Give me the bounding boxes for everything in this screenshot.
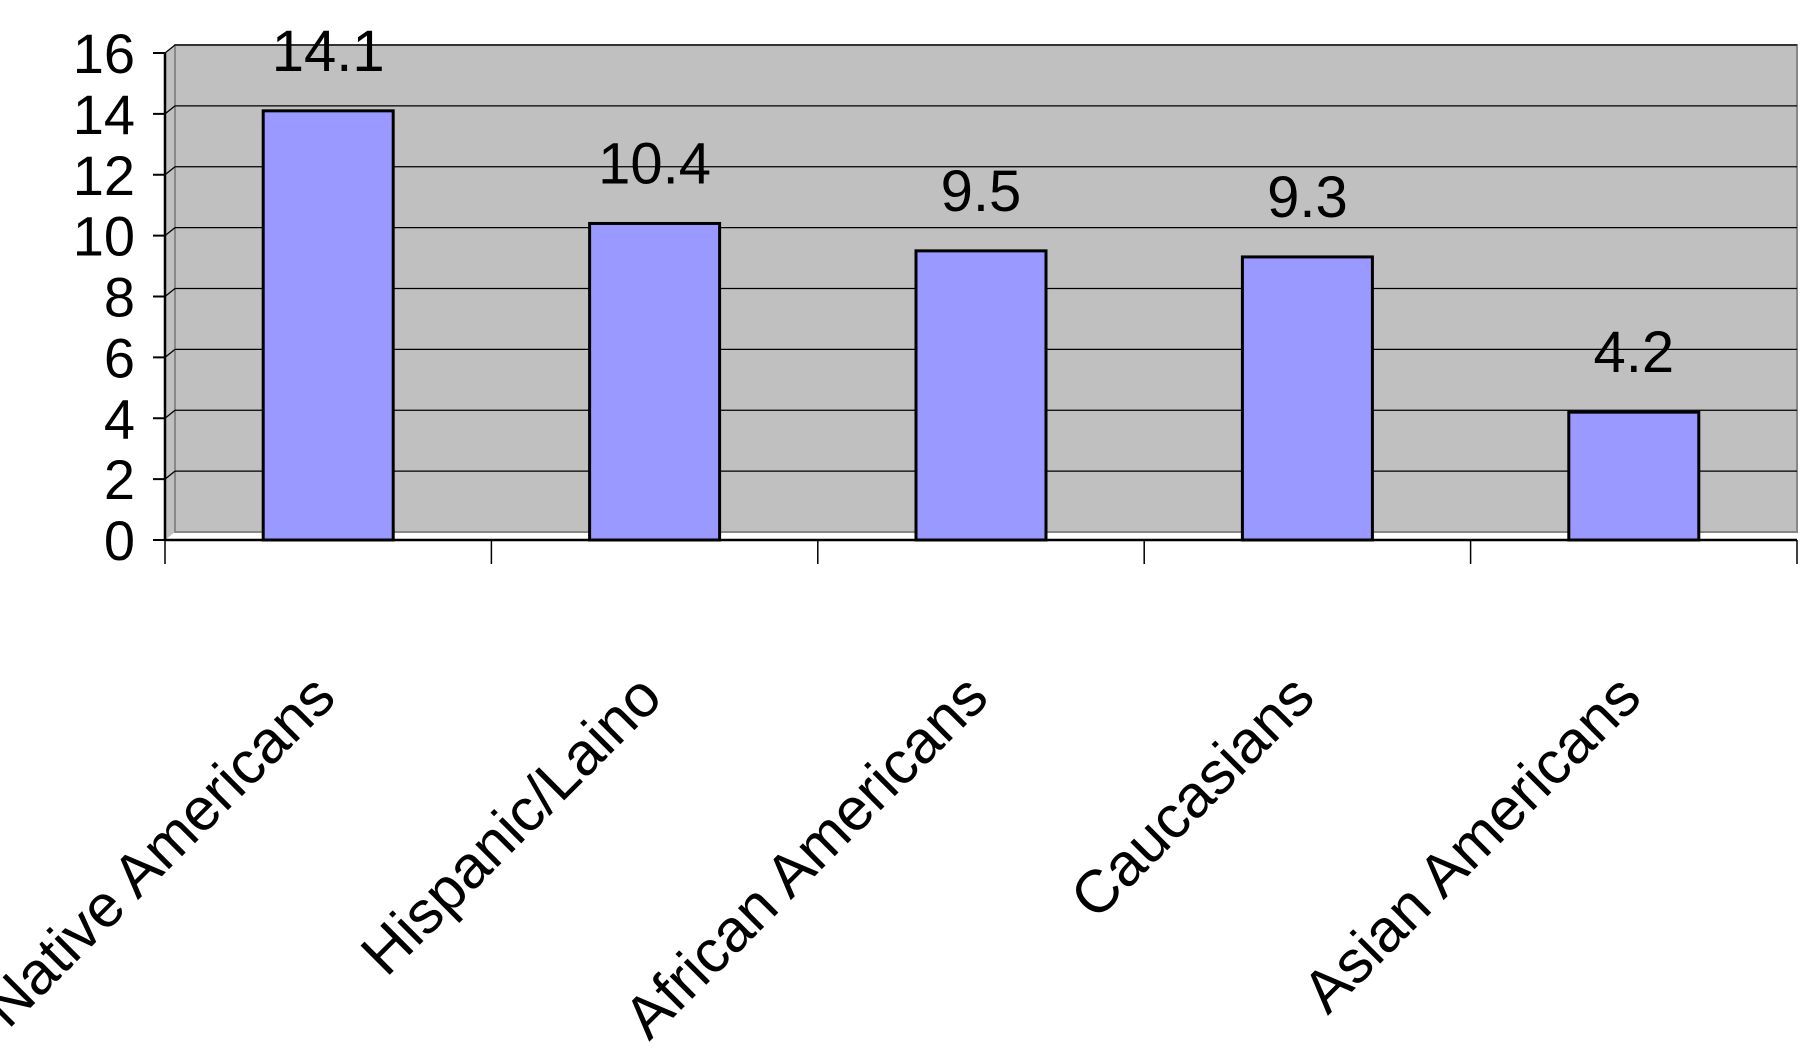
category-label-1: Native Americans — [0, 662, 347, 1039]
gridline-depth — [164, 105, 176, 115]
y-tick-label: 6 — [104, 326, 135, 389]
gridline-depth — [164, 227, 176, 237]
bar-5 — [1567, 410, 1701, 542]
category-label-5: Asian Americans — [1290, 662, 1653, 1025]
gridline-depth — [164, 409, 176, 419]
data-label-3: 9.5 — [941, 159, 1022, 224]
y-tick-label: 8 — [104, 266, 135, 329]
y-tick-label: 16 — [73, 22, 135, 85]
bar-4 — [1240, 255, 1374, 542]
y-tick-label: 12 — [73, 144, 135, 207]
bar-2 — [588, 221, 722, 542]
data-label-5: 4.2 — [1593, 320, 1674, 385]
y-tick-label: 4 — [104, 387, 135, 450]
gridline-depth — [164, 348, 176, 358]
data-labels: 14.1 10.4 9.5 9.3 4.2 — [272, 19, 1674, 385]
y-tick-label: 2 — [104, 448, 135, 511]
bar-3 — [914, 249, 1048, 542]
bars — [261, 109, 1701, 542]
gridline-depth — [164, 44, 176, 54]
category-label-3: African Americans — [611, 662, 1000, 1049]
data-label-2: 10.4 — [598, 131, 711, 196]
x-tick-marks — [164, 540, 1798, 564]
data-label-4: 9.3 — [1267, 165, 1348, 230]
gridline-depth — [164, 287, 176, 298]
y-tick-label: 14 — [73, 83, 135, 146]
y-tick-label: 10 — [73, 205, 135, 268]
y-tick-label: 0 — [104, 509, 135, 572]
data-label-1: 14.1 — [272, 19, 385, 84]
gridline-depth — [164, 470, 176, 480]
bar-1 — [261, 109, 395, 542]
category-label-2: Hispanic/Laino — [348, 662, 674, 988]
category-label-4: Caucasians — [1058, 662, 1327, 931]
gridline-depth — [164, 166, 176, 176]
